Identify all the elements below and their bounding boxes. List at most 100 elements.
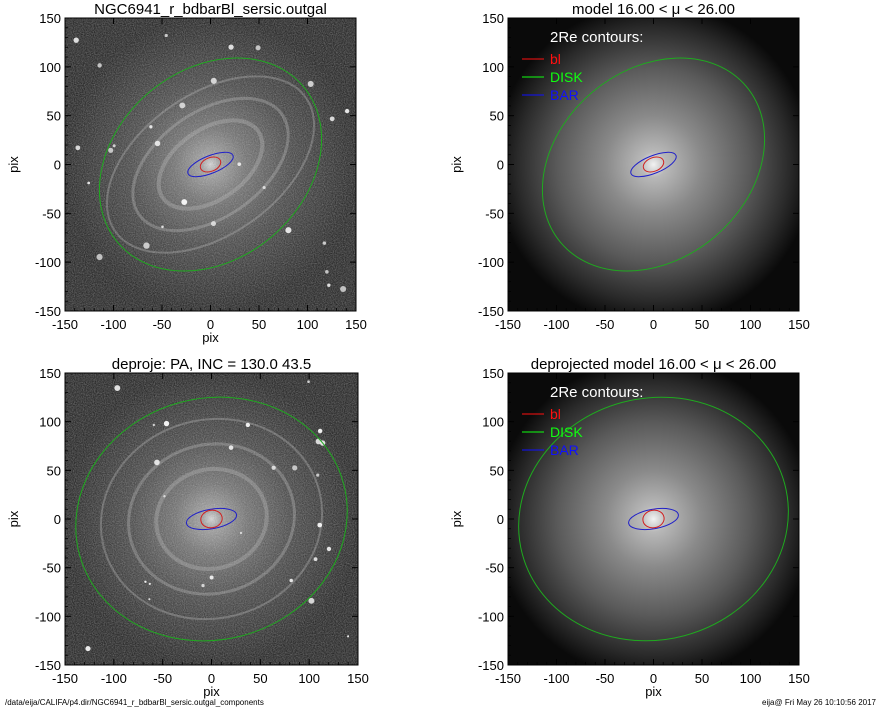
y-tick-label: 0 — [497, 158, 504, 173]
star — [73, 37, 79, 43]
star — [209, 575, 214, 580]
x-tick-label: 150 — [345, 317, 367, 332]
y-tick-label: 50 — [47, 109, 61, 124]
star — [181, 199, 188, 206]
contour-bar — [630, 151, 677, 178]
legend-title: 2Re contours: — [550, 384, 643, 401]
model-image — [508, 18, 799, 311]
arm-ring — [99, 417, 324, 621]
panels: -150 -100 -50 0 50 100 150 150 100 50 0 -50 -100 -150… — [6, 1, 810, 699]
y-tick-label: -100 — [478, 255, 504, 270]
x-tick-label: -50 — [596, 671, 615, 686]
footer-path: /data/eija/CALIFA/p4.dir/NGC6941_r_bdbar… — [5, 698, 264, 707]
y-axis-label: pix — [6, 156, 21, 173]
y-tick-label: 50 — [47, 463, 61, 478]
star — [271, 465, 276, 470]
panel-3: -150 -100 -50 0 50 100 150150100500-50-100-150… — [6, 356, 369, 699]
star — [201, 583, 205, 588]
x-tick-label: -150 — [495, 671, 521, 686]
arm-ring — [131, 96, 290, 233]
x-tick-label: 0 — [650, 317, 657, 332]
star — [237, 162, 242, 167]
legend-label: DISK — [550, 69, 583, 85]
y-tick-label: -150 — [35, 658, 61, 673]
star — [326, 546, 332, 552]
y-tick-label: 100 — [482, 415, 504, 430]
y-tick-label: 150 — [482, 11, 504, 26]
x-tick-label: -100 — [543, 317, 569, 332]
star — [308, 597, 315, 604]
star — [239, 531, 243, 535]
panel-title: deprojected model 16.00 < μ < 26.00 — [531, 356, 777, 373]
star — [255, 45, 261, 51]
x-tick-label: 50 — [695, 671, 709, 686]
x-tick-label: 0 — [208, 671, 215, 686]
y-tick-label: 150 — [39, 11, 61, 26]
contours — [541, 57, 766, 272]
contour-bar — [628, 507, 679, 531]
y-axis-label: pix — [449, 510, 464, 527]
y-tick-label: 0 — [54, 512, 61, 527]
contour-bar — [187, 151, 234, 178]
y-tick-label: 50 — [490, 463, 504, 478]
y-tick-label: 0 — [54, 158, 61, 173]
y-tick-label: -150 — [478, 304, 504, 319]
legend-label: bl — [550, 51, 561, 67]
panel-4: -150 -100 -50 0 50 100 150150100500-50-100-150… — [449, 356, 810, 699]
x-axis-label: pix — [645, 684, 662, 699]
contour-bl — [642, 509, 665, 529]
panel-2: -150 -100 -50 0 50 100 150150100500-50-100-150… — [449, 1, 810, 332]
x-axis-label: pix — [203, 684, 220, 699]
contour-bl — [642, 156, 665, 173]
y-tick-label: -100 — [35, 609, 61, 624]
arm-ring — [105, 75, 316, 254]
y-tick-label: -50 — [485, 206, 504, 221]
spiral-arms — [99, 417, 324, 621]
x-tick-label: -50 — [153, 317, 172, 332]
x-tick-label: 50 — [695, 317, 709, 332]
contour-bl — [199, 156, 222, 173]
panel-title: deproje: PA, INC = 130.0 43.5 — [112, 356, 311, 373]
arm-ring — [154, 466, 269, 572]
panel-title: NGC6941_r_bdbarBl_sersic.outgal — [94, 1, 327, 18]
x-tick-label: 0 — [207, 317, 214, 332]
legend-title: 2Re contours: — [550, 29, 643, 46]
contours — [75, 396, 348, 642]
contour-bl — [200, 509, 223, 529]
y-tick-label: 100 — [39, 415, 61, 430]
x-tick-label: -100 — [100, 317, 126, 332]
star — [85, 646, 91, 652]
star — [322, 241, 327, 245]
panel-title: model 16.00 < μ < 26.00 — [572, 1, 735, 18]
star — [75, 145, 81, 151]
star — [228, 445, 234, 450]
star — [112, 144, 116, 148]
y-tick-label: -50 — [42, 561, 61, 576]
y-tick-label: -100 — [35, 255, 61, 270]
contour-disk — [98, 57, 323, 272]
star — [154, 140, 161, 147]
star — [210, 221, 217, 227]
arm-ring — [127, 442, 296, 596]
axes: -150 -100 -50 0 50 100 150 150 100 50 0 -50 -100 -150 — [35, 11, 367, 332]
y-tick-label: 0 — [497, 512, 504, 527]
star — [87, 181, 91, 185]
y-tick-label: -150 — [478, 658, 504, 673]
contours — [518, 396, 789, 642]
star — [325, 270, 329, 274]
x-tick-label: 150 — [788, 671, 810, 686]
star — [316, 473, 320, 477]
star — [148, 598, 151, 601]
star — [97, 63, 102, 68]
field-stars — [73, 33, 350, 293]
star — [114, 385, 121, 392]
star — [313, 557, 318, 562]
star — [148, 582, 151, 586]
star — [307, 380, 310, 384]
star — [318, 428, 323, 433]
star — [329, 116, 335, 122]
star — [285, 227, 292, 234]
star — [307, 80, 314, 87]
x-axis-label: pix — [202, 330, 219, 345]
